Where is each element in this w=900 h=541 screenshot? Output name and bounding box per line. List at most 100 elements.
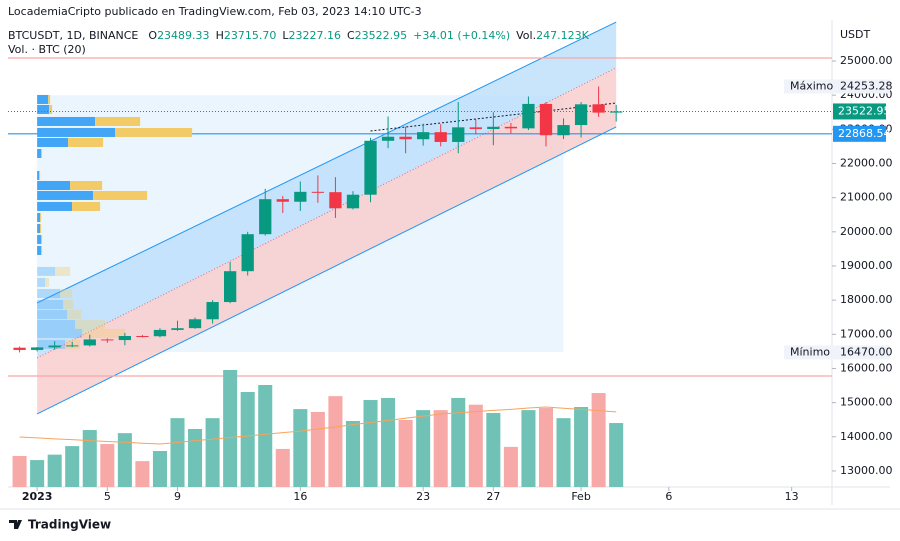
candle-body: [66, 345, 79, 347]
y-tick-label: 15000.00: [840, 396, 893, 409]
legend-value: 23489.33: [157, 29, 210, 42]
y-tick-label: 18000.00: [840, 293, 893, 306]
legend-value: +34.01 (+0.14%): [413, 29, 510, 42]
volume-bar: [451, 397, 466, 487]
legend-prefix: O: [148, 29, 157, 42]
volume-bar: [65, 446, 80, 487]
volume-bar: [152, 451, 167, 487]
x-tick-label: 5: [104, 490, 111, 503]
y-tick-label: 14000.00: [840, 430, 893, 443]
volume-bar: [538, 408, 554, 487]
min-label-bg: [784, 345, 890, 360]
profile-up: [37, 328, 83, 338]
profile-down: [115, 127, 193, 137]
legend-value: 23227.16: [288, 29, 341, 42]
profile-up: [37, 212, 41, 222]
currency: USDT: [840, 28, 871, 41]
chart-title: LocademiaCripto publicado en TradingView…: [8, 5, 422, 18]
candle-body: [153, 329, 167, 337]
y-tick-label: 25000.00: [840, 54, 893, 67]
volume-bar: [328, 396, 343, 487]
candle-body: [364, 140, 377, 195]
profile-up: [37, 127, 116, 137]
volume-bar: [12, 455, 27, 487]
profile-down: [39, 170, 41, 180]
profile-down: [45, 277, 50, 287]
candle-body: [469, 127, 482, 130]
candle-body: [417, 132, 430, 140]
profile-up: [37, 266, 56, 276]
candle-body: [171, 328, 184, 330]
x-tick-label: 2023: [22, 490, 53, 503]
candle-body: [346, 194, 360, 209]
profile-up: [37, 234, 42, 244]
candle-body: [311, 191, 325, 193]
profile-down: [40, 223, 42, 233]
channel-upper: [36, 21, 617, 304]
profile-up: [37, 180, 71, 190]
volume-indicator: Vol. · BTC (20): [8, 43, 86, 56]
volume-bar: [240, 392, 255, 487]
profile-up: [37, 201, 73, 211]
profile-down: [41, 234, 43, 244]
volume-bar: [556, 418, 571, 487]
candle-body: [504, 126, 518, 129]
profile-up: [37, 319, 76, 329]
volume-bar: [486, 412, 501, 487]
candle-body: [259, 199, 272, 235]
candle-body: [539, 103, 553, 136]
profile-down: [41, 148, 43, 158]
candle-body: [452, 127, 465, 142]
x-tick-label: 9: [174, 490, 181, 503]
profile-up: [37, 190, 94, 200]
volume-bar: [205, 418, 220, 487]
brand: TradingView: [28, 518, 111, 532]
channel-lower: [36, 126, 617, 415]
profile-down: [82, 328, 126, 338]
volume-bar: [468, 404, 483, 487]
profile-up: [37, 309, 68, 319]
profile-down: [72, 201, 101, 211]
max-label-bg: [784, 79, 890, 94]
trend-line: [370, 102, 617, 132]
candle-body: [329, 192, 342, 209]
volume-bar: [47, 454, 62, 487]
profile-up: [37, 288, 61, 298]
legend-value: 247.123K: [536, 29, 589, 42]
volume-bar: [293, 409, 308, 487]
x-tick-label: 6: [665, 490, 672, 503]
volume-bar: [135, 461, 150, 487]
profile-down: [41, 245, 43, 255]
volume-bar: [258, 385, 273, 487]
last-price-label: 23522.95: [838, 104, 891, 117]
candle-body: [48, 345, 61, 348]
profile-up: [37, 104, 50, 114]
candle-body: [101, 339, 114, 341]
x-tick-label: 27: [486, 490, 500, 503]
profile-down: [67, 309, 82, 319]
candle-body: [610, 111, 623, 113]
candle-body: [399, 136, 412, 140]
profile-up: [37, 299, 64, 309]
candle-body: [434, 132, 447, 142]
channel-lower-fill: [37, 67, 617, 414]
profile-down: [63, 299, 74, 309]
volume-bar: [117, 433, 132, 487]
profile-down: [49, 104, 53, 114]
volume-bar: [82, 430, 97, 487]
y-tick-label: 20000.00: [840, 225, 893, 238]
profile-down: [93, 190, 148, 200]
channel-upper-fill: [37, 22, 617, 358]
volume-bar: [521, 410, 536, 487]
volume-bar: [381, 397, 396, 487]
volume-bar: [223, 370, 238, 487]
volume-bar: [609, 423, 624, 487]
volume-bar: [574, 407, 589, 487]
x-tick-label: 16: [293, 490, 307, 503]
ohlc-legend: BTCUSDT, 1D, BINANCE O23489.33 H23715.70 L2…: [8, 29, 590, 42]
profile-up: [37, 137, 69, 147]
candle-body: [136, 336, 149, 338]
y-tick-label: 13000.00: [840, 464, 893, 477]
candle-body: [276, 199, 289, 202]
